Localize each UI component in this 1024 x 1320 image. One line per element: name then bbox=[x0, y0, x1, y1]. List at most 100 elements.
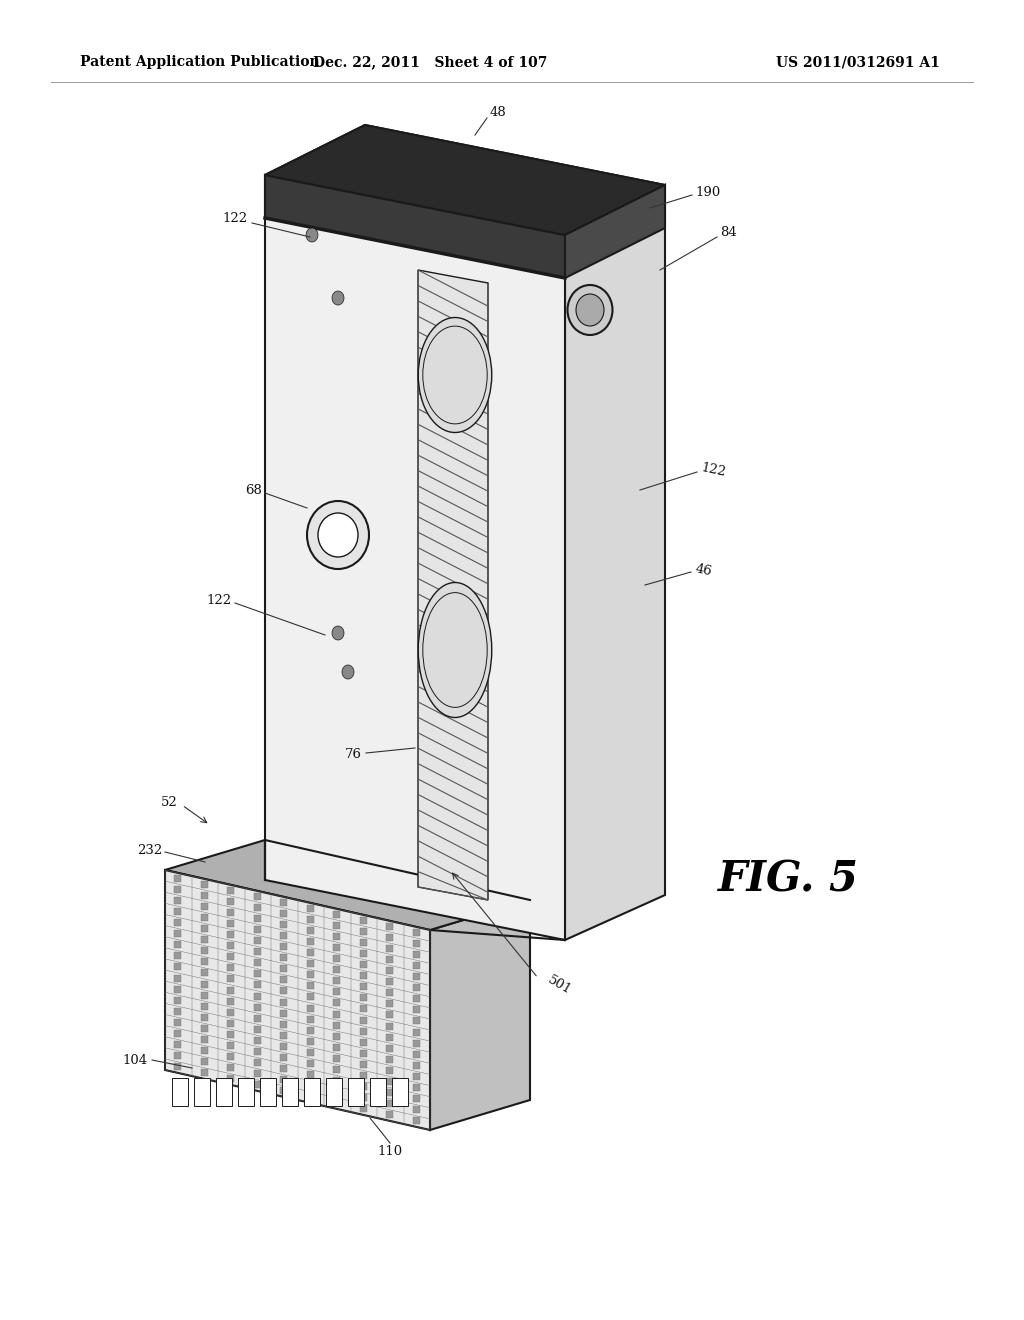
Bar bbox=[227, 931, 234, 939]
Text: 46: 46 bbox=[694, 562, 713, 578]
Bar bbox=[281, 1055, 288, 1061]
Bar bbox=[386, 1001, 393, 1007]
Ellipse shape bbox=[418, 582, 492, 718]
Bar bbox=[174, 974, 181, 982]
Bar bbox=[326, 1078, 342, 1106]
Bar bbox=[359, 983, 367, 990]
Bar bbox=[413, 950, 420, 958]
Bar bbox=[254, 1026, 261, 1032]
Bar bbox=[201, 948, 208, 954]
Bar bbox=[281, 1010, 288, 1016]
Bar bbox=[333, 966, 340, 973]
Bar bbox=[333, 1022, 340, 1028]
Bar bbox=[413, 1106, 420, 1113]
Text: 68: 68 bbox=[245, 483, 262, 496]
Bar bbox=[307, 1082, 313, 1089]
Bar bbox=[359, 950, 367, 957]
Bar bbox=[307, 960, 313, 968]
Bar bbox=[413, 1084, 420, 1092]
Bar bbox=[386, 1056, 393, 1063]
Bar bbox=[413, 962, 420, 969]
Bar bbox=[386, 945, 393, 952]
Bar bbox=[201, 1014, 208, 1020]
Bar bbox=[359, 1016, 367, 1023]
Bar bbox=[413, 940, 420, 946]
Polygon shape bbox=[265, 176, 565, 940]
Text: 104: 104 bbox=[123, 1053, 148, 1067]
Bar bbox=[359, 961, 367, 968]
Bar bbox=[359, 1039, 367, 1045]
Bar bbox=[201, 958, 208, 965]
Polygon shape bbox=[565, 185, 665, 279]
Bar bbox=[254, 970, 261, 977]
Bar bbox=[254, 915, 261, 921]
Bar bbox=[254, 993, 261, 999]
Bar bbox=[174, 896, 181, 904]
Bar bbox=[307, 1027, 313, 1034]
Text: 122: 122 bbox=[223, 211, 248, 224]
Bar bbox=[359, 1061, 367, 1068]
Bar bbox=[392, 1078, 408, 1106]
Bar bbox=[201, 1026, 208, 1032]
Bar bbox=[227, 953, 234, 960]
Bar bbox=[201, 936, 208, 942]
Bar bbox=[304, 1078, 319, 1106]
Bar bbox=[333, 1032, 340, 1040]
Bar bbox=[282, 1078, 298, 1106]
Bar bbox=[370, 1078, 386, 1106]
Bar bbox=[413, 1006, 420, 1014]
Bar bbox=[386, 1044, 393, 1052]
Bar bbox=[333, 1055, 340, 1063]
Bar bbox=[281, 1032, 288, 1039]
Bar bbox=[359, 928, 367, 935]
Text: 501: 501 bbox=[545, 973, 573, 997]
Bar bbox=[281, 998, 288, 1006]
Bar bbox=[174, 908, 181, 915]
Bar bbox=[174, 931, 181, 937]
Bar bbox=[307, 1060, 313, 1067]
Bar bbox=[359, 1094, 367, 1101]
Bar bbox=[254, 892, 261, 899]
Bar bbox=[281, 899, 288, 906]
Bar bbox=[333, 1077, 340, 1084]
Bar bbox=[281, 909, 288, 916]
Bar bbox=[227, 1031, 234, 1038]
Bar bbox=[201, 892, 208, 899]
Bar bbox=[227, 975, 234, 982]
Bar bbox=[281, 987, 288, 994]
Bar bbox=[307, 1049, 313, 1056]
Bar bbox=[333, 921, 340, 929]
Bar bbox=[174, 1030, 181, 1038]
Ellipse shape bbox=[318, 513, 358, 557]
Bar bbox=[201, 925, 208, 932]
Bar bbox=[227, 942, 234, 949]
Bar bbox=[227, 908, 234, 916]
Bar bbox=[227, 998, 234, 1005]
Bar bbox=[216, 1078, 232, 1106]
Bar bbox=[227, 1041, 234, 1049]
Bar bbox=[227, 1053, 234, 1060]
Bar bbox=[174, 941, 181, 948]
Bar bbox=[359, 1049, 367, 1057]
Bar bbox=[227, 986, 234, 994]
Bar bbox=[359, 1072, 367, 1080]
Bar bbox=[174, 886, 181, 892]
Text: 52: 52 bbox=[161, 796, 178, 808]
Bar bbox=[281, 1088, 288, 1094]
Bar bbox=[307, 994, 313, 1001]
Bar bbox=[254, 1048, 261, 1055]
Bar bbox=[281, 921, 288, 928]
Bar bbox=[201, 913, 208, 921]
Bar bbox=[307, 982, 313, 989]
Bar bbox=[201, 1036, 208, 1043]
Bar bbox=[413, 995, 420, 1002]
Text: 110: 110 bbox=[378, 1144, 402, 1158]
Polygon shape bbox=[565, 185, 665, 940]
Bar bbox=[359, 994, 367, 1002]
Bar bbox=[386, 956, 393, 962]
Text: 84: 84 bbox=[720, 226, 736, 239]
Bar bbox=[201, 1059, 208, 1065]
Bar bbox=[386, 1023, 393, 1030]
Bar bbox=[174, 919, 181, 927]
Bar bbox=[281, 954, 288, 961]
